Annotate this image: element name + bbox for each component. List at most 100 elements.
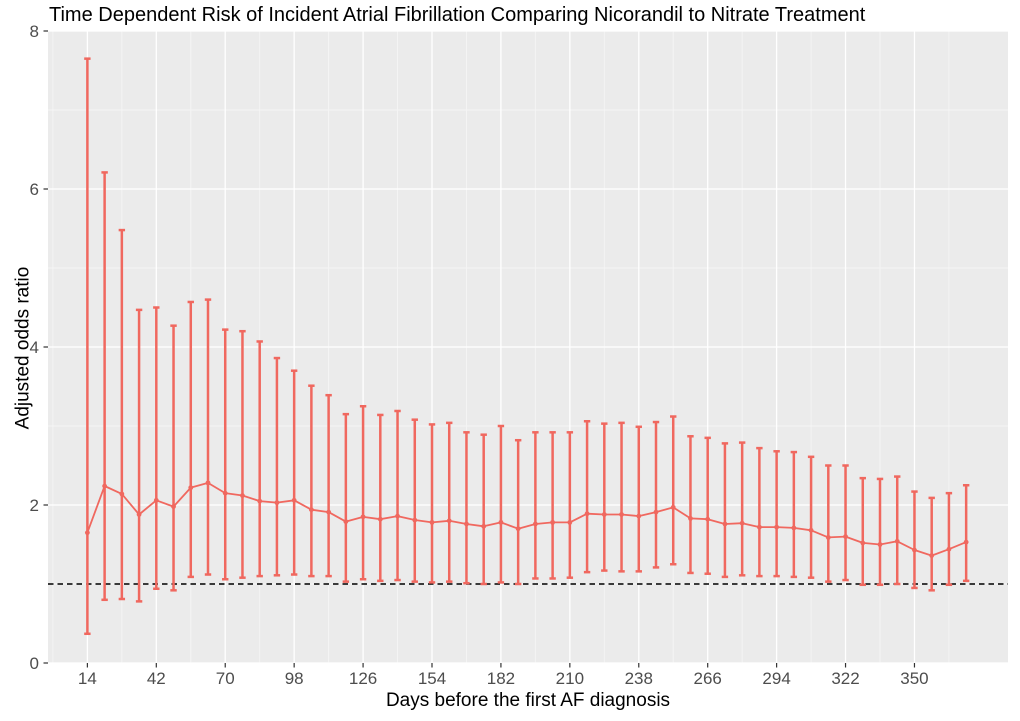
error-bar (325, 393, 332, 578)
error-bar (342, 412, 350, 583)
y-tick-label: 6 (30, 180, 39, 199)
error-bar (84, 57, 91, 636)
data-point (102, 483, 108, 489)
x-tick-label: 154 (418, 669, 446, 688)
x-tick-label: 350 (900, 669, 928, 688)
error-bar (704, 436, 711, 575)
error-bar (618, 421, 625, 573)
error-bar (308, 384, 315, 578)
error-bar (428, 423, 436, 584)
data-point (705, 516, 711, 522)
error-bar (842, 464, 849, 582)
data-point (308, 507, 314, 513)
data-point (877, 542, 883, 547)
error-bar (859, 476, 866, 587)
data-point (929, 553, 935, 558)
error-bar (549, 431, 556, 580)
error-bar (514, 438, 522, 586)
error-bar (135, 308, 143, 603)
error-bar (583, 420, 591, 574)
error-bar (170, 324, 177, 592)
data-point (843, 534, 848, 539)
data-point (481, 523, 487, 529)
error-bar (687, 435, 694, 575)
error-bar (273, 356, 281, 577)
error-bar (256, 340, 263, 578)
error-bar (945, 491, 953, 587)
error-bar (101, 171, 108, 602)
data-point (119, 491, 125, 497)
data-point (291, 497, 297, 503)
data-point (808, 527, 814, 533)
x-tick-label: 42 (147, 669, 166, 688)
x-tick-label: 266 (694, 669, 722, 688)
data-point (515, 526, 521, 532)
x-tick-label: 182 (487, 669, 515, 688)
data-point (963, 539, 969, 545)
data-point (429, 519, 435, 525)
data-point (84, 530, 90, 536)
data-point (464, 521, 469, 527)
error-bar (911, 490, 918, 590)
x-tick-label: 238 (625, 669, 653, 688)
error-bar (670, 415, 677, 566)
error-bar (204, 298, 212, 576)
data-point (205, 480, 211, 486)
x-tick-label: 98 (285, 669, 304, 688)
data-point (274, 500, 280, 506)
data-point (619, 512, 624, 517)
data-point (739, 520, 745, 526)
y-tick-label: 0 (30, 654, 39, 673)
error-bar (532, 431, 539, 580)
error-bar (790, 450, 798, 579)
error-bar (411, 418, 418, 583)
error-bar (773, 450, 780, 578)
data-point (756, 524, 762, 530)
error-bar (497, 424, 505, 584)
y-tick-label: 4 (30, 338, 39, 357)
error-bar (756, 446, 763, 578)
x-tick-label: 14 (78, 669, 97, 688)
y-tick-label: 2 (30, 496, 39, 515)
data-point (222, 490, 228, 496)
error-bar (876, 477, 884, 587)
error-bar (928, 496, 935, 592)
error-bar (601, 422, 608, 572)
error-bar (721, 442, 729, 579)
data-point (240, 493, 245, 498)
data-point (912, 547, 917, 553)
data-point (257, 498, 263, 504)
x-tick-label: 70 (216, 669, 235, 688)
data-point (946, 546, 952, 552)
data-point (774, 524, 780, 530)
error-bar (222, 328, 229, 581)
data-point (653, 509, 659, 515)
data-point (791, 525, 797, 531)
data-point (722, 521, 728, 527)
error-bar (652, 420, 660, 569)
error-bar (239, 329, 246, 579)
error-bar (962, 484, 970, 583)
error-bar (894, 475, 901, 586)
error-bar (118, 228, 126, 601)
data-point (670, 504, 676, 510)
data-point (584, 511, 590, 517)
error-bar (377, 413, 384, 583)
data-point (601, 512, 607, 517)
data-point (532, 521, 538, 527)
data-point (412, 517, 418, 523)
data-point (567, 519, 573, 525)
data-point (636, 513, 642, 519)
data-point (860, 540, 866, 546)
error-bar (463, 431, 470, 585)
data-point (171, 504, 176, 509)
data-point (343, 519, 349, 524)
error-bar (807, 455, 815, 579)
data-point (188, 485, 194, 491)
y-tick-label: 8 (30, 22, 39, 41)
data-point (153, 497, 159, 503)
trend-line (86, 481, 967, 557)
data-point (446, 518, 452, 524)
